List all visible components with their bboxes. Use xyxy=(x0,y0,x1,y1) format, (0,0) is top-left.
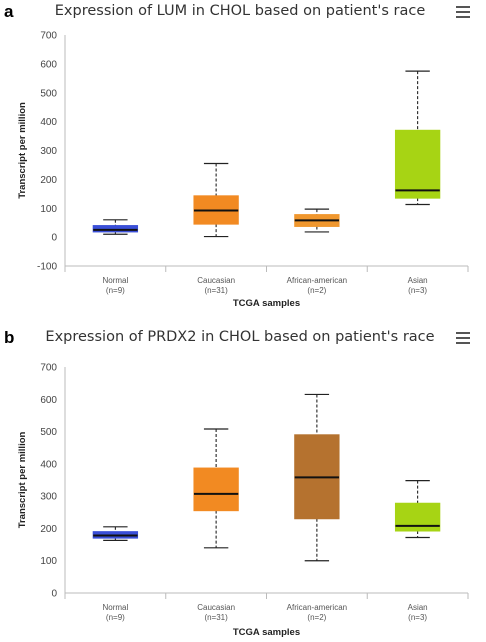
panel-a: a Expression of LUM in CHOL based on pat… xyxy=(0,0,486,318)
category-count-label: (n=2) xyxy=(307,286,326,295)
category-count-label: (n=3) xyxy=(408,613,427,622)
y-tick-label: 500 xyxy=(40,88,57,99)
category-label: Caucasian xyxy=(197,276,235,285)
y-tick-label: 400 xyxy=(40,459,57,470)
y-axis-title: Transcript per million xyxy=(17,432,28,529)
boxplot-chart: -100 0 100 200 300 400 500 600 700 Transcript per… xyxy=(17,31,469,309)
y-tick-label: 300 xyxy=(40,492,57,503)
hamburger-menu-icon[interactable] xyxy=(456,332,470,344)
category-label: African-american xyxy=(287,603,347,612)
category-count-label: (n=9) xyxy=(106,613,125,622)
hamburger-menu-icon[interactable] xyxy=(456,6,470,18)
y-tick-label: 700 xyxy=(40,31,57,42)
y-tick-label: 100 xyxy=(40,556,57,567)
y-tick-label: 0 xyxy=(51,233,57,244)
y-tick-label: 100 xyxy=(40,204,57,215)
category-label: Caucasian xyxy=(197,603,235,612)
category-label: Asian xyxy=(408,276,428,285)
y-tick-label: 700 xyxy=(40,363,57,374)
y-tick-label: 200 xyxy=(40,175,57,186)
y-tick-label: 200 xyxy=(40,524,57,535)
category-label: Normal xyxy=(102,603,128,612)
y-tick-label: 600 xyxy=(40,59,57,70)
y-tick-label: 0 xyxy=(51,589,57,600)
panel-b: b Expression of PRDX2 in CHOL based on p… xyxy=(0,326,486,642)
y-tick-label: -100 xyxy=(37,262,57,273)
category-label: Asian xyxy=(408,603,428,612)
category-count-label: (n=31) xyxy=(204,286,228,295)
chart-title: Expression of LUM in CHOL based on patie… xyxy=(54,3,426,19)
category-count-label: (n=2) xyxy=(307,613,326,622)
y-axis-title: Transcript per million xyxy=(17,102,28,199)
box-body xyxy=(394,502,441,532)
category-count-label: (n=9) xyxy=(106,286,125,295)
category-count-label: (n=3) xyxy=(408,286,427,295)
box-body xyxy=(92,225,139,233)
y-tick-label: 300 xyxy=(40,146,57,157)
category-count-label: (n=31) xyxy=(204,613,228,622)
category-label: Normal xyxy=(102,276,128,285)
chart-title: Expression of PRDX2 in CHOL based on pat… xyxy=(45,329,435,345)
category-label: African-american xyxy=(287,276,347,285)
x-axis-title: TCGA samples xyxy=(233,627,300,638)
y-tick-label: 400 xyxy=(40,117,57,128)
panel-letter: b xyxy=(4,328,15,347)
x-axis-title: TCGA samples xyxy=(233,298,300,309)
boxplot-chart: 0 100 200 300 400 500 600 700 Transcript per mil… xyxy=(17,363,469,638)
panel-letter: a xyxy=(4,2,14,21)
box-body xyxy=(394,129,441,199)
y-tick-label: 500 xyxy=(40,427,57,438)
box-body xyxy=(193,467,239,512)
y-tick-label: 600 xyxy=(40,395,57,406)
